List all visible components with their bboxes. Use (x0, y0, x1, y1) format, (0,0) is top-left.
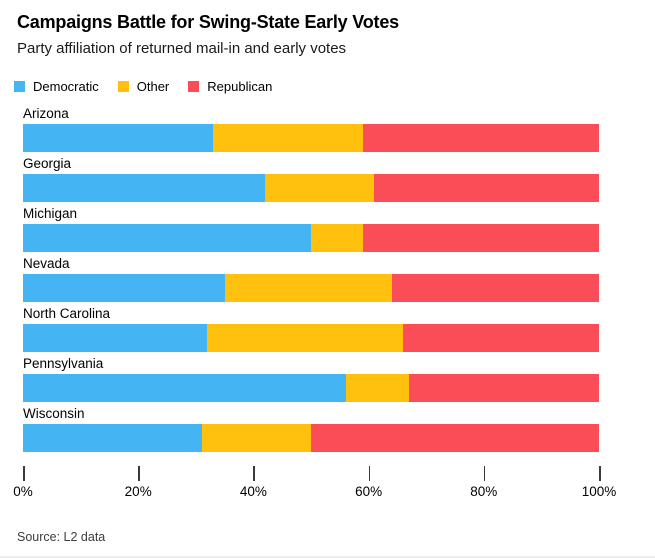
state-label: Michigan (23, 206, 78, 221)
axis-tick (138, 466, 140, 481)
state-label: Nevada (23, 256, 70, 271)
bar-segment-republican (362, 224, 599, 252)
bar-segment-other (207, 324, 404, 352)
bar-segment-democratic (23, 274, 225, 302)
chart-card: Campaigns Battle for Swing-State Early V… (13, 12, 655, 544)
legend-swatch-icon (14, 81, 25, 92)
stacked-bar-chart: Arizona Georgia Michigan Nevada North Caroli… (23, 103, 599, 453)
bar-segment-democratic (23, 424, 202, 452)
stacked-bar (23, 374, 599, 402)
bar-segment-other (201, 424, 311, 452)
bar-segment-republican (374, 174, 599, 202)
stacked-bar (23, 124, 599, 152)
state-label: Georgia (23, 156, 72, 171)
legend-swatch-icon (188, 81, 200, 92)
bar-segment-republican (362, 124, 599, 152)
axis-tick (368, 466, 371, 481)
bar-row: Wisconsin (23, 403, 599, 453)
legend-label: Other (136, 79, 170, 94)
legend-item-other: Other (117, 79, 170, 94)
axis-tick-label: 100% (581, 484, 617, 499)
bar-segment-other (311, 224, 363, 252)
stacked-bar (23, 224, 599, 252)
bar-segment-democratic (23, 324, 208, 352)
state-label: North Carolina (23, 306, 111, 321)
bar-segment-democratic (23, 174, 265, 202)
bottom-divider (0, 556, 655, 558)
bar-row: Arizona (23, 103, 599, 153)
state-label: Wisconsin (23, 406, 85, 421)
bar-segment-other (224, 274, 392, 302)
bar-segment-other (345, 374, 409, 402)
axis-tick (253, 466, 255, 481)
bar-segment-republican (408, 374, 599, 402)
state-label: Pennsylvania (23, 356, 104, 371)
legend-label: Republican (207, 79, 273, 94)
axis-tick-label: 40% (239, 484, 267, 499)
page-title: Campaigns Battle for Swing-State Early V… (17, 12, 399, 32)
bar-segment-republican (403, 324, 599, 352)
source-note: Source: L2 data (17, 530, 106, 544)
bar-segment-democratic (23, 224, 311, 252)
axis-tick-label: 80% (470, 484, 498, 499)
axis-tick (483, 466, 486, 481)
axis-tick (23, 466, 25, 481)
legend-label: Democratic (33, 79, 99, 94)
chart-subtitle: Party affiliation of returned mail-in an… (17, 40, 347, 57)
bar-row: Georgia (23, 153, 599, 203)
bar-segment-democratic (23, 374, 346, 402)
bar-row: North Carolina (23, 303, 599, 353)
chart-legend: Democratic Other Republican (14, 79, 655, 94)
bar-segment-democratic (23, 124, 214, 152)
bar-row: Pennsylvania (23, 353, 599, 403)
axis-tick (599, 466, 601, 481)
axis-tick-label: 0% (13, 484, 33, 499)
bar-segment-republican (310, 424, 599, 452)
stacked-bar (23, 324, 599, 352)
bar-segment-other (213, 124, 363, 152)
legend-item-democratic: Democratic (14, 79, 99, 94)
bar-row: Michigan (23, 203, 599, 253)
bar-row: Nevada (23, 253, 599, 303)
x-axis: 0% 20% 40% 60% 80% 100% (13, 453, 616, 501)
legend-swatch-icon (117, 81, 129, 92)
stacked-bar (23, 274, 599, 302)
stacked-bar (23, 174, 599, 202)
bar-segment-republican (391, 274, 599, 302)
axis-tick-label: 60% (355, 484, 383, 499)
bar-segment-other (264, 174, 375, 202)
state-label: Arizona (23, 106, 69, 121)
stacked-bar (23, 424, 599, 452)
legend-item-republican: Republican (188, 79, 272, 94)
axis-tick-label: 20% (124, 484, 152, 499)
